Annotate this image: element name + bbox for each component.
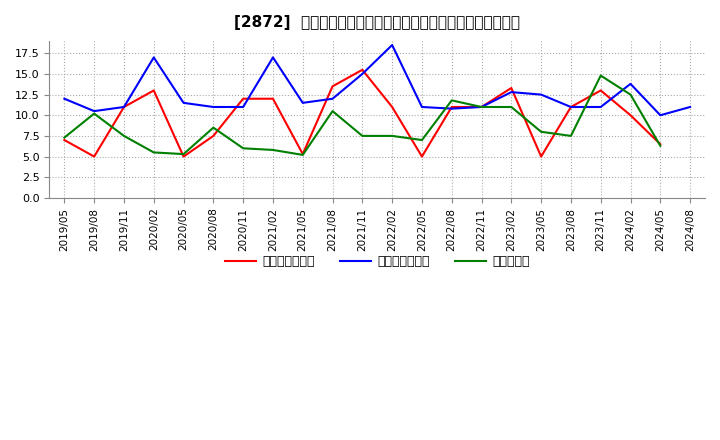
売上債権回転率 [418,154,426,159]
売上債権回転率 [120,104,128,110]
在庫回転率 [358,133,366,139]
売上債権回転率 [567,104,575,110]
売上債権回転率 [507,85,516,91]
在庫回転率 [209,125,217,130]
在庫回転率 [507,104,516,110]
買入債務回転率 [596,104,605,110]
買入債務回転率 [239,104,248,110]
売上債権回転率 [656,142,665,147]
買入債務回転率 [328,96,337,101]
買入債務回転率 [120,104,128,110]
在庫回転率 [328,109,337,114]
買入債務回転率 [388,42,397,48]
在庫回転率 [150,150,158,155]
売上債権回転率 [60,137,68,143]
在庫回転率 [179,151,188,157]
買入債務回転率 [656,113,665,118]
Line: 売上債権回転率: 売上債権回転率 [64,70,660,157]
売上債権回転率 [388,104,397,110]
買入債務回転率 [60,96,68,101]
在庫回転率 [120,133,128,139]
買入債務回転率 [150,55,158,60]
買入債務回転率 [507,89,516,95]
売上債権回転率 [150,88,158,93]
在庫回転率 [567,133,575,139]
買入債務回転率 [90,109,99,114]
在庫回転率 [656,143,665,148]
買入債務回転率 [685,104,694,110]
買入債務回転率 [179,100,188,106]
売上債権回転率 [90,154,99,159]
売上債権回転率 [269,96,277,101]
売上債権回転率 [477,104,486,110]
売上債権回転率 [239,96,248,101]
在庫回転率 [626,92,635,97]
在庫回転率 [90,111,99,116]
売上債権回転率 [626,113,635,118]
売上債権回転率 [179,154,188,159]
買入債務回転率 [418,104,426,110]
在庫回転率 [388,133,397,139]
買入債務回転率 [567,104,575,110]
Line: 在庫回転率: 在庫回転率 [64,76,660,155]
買入債務回転率 [447,106,456,111]
Legend: 売上債権回転率, 買入債務回転率, 在庫回転率: 売上債権回転率, 買入債務回転率, 在庫回転率 [220,250,535,273]
在庫回転率 [447,98,456,103]
買入債務回転率 [537,92,546,97]
売上債権回転率 [328,84,337,89]
買入債務回転率 [358,71,366,77]
在庫回転率 [239,146,248,151]
在庫回転率 [537,129,546,134]
在庫回転率 [269,147,277,153]
買入債務回転率 [209,104,217,110]
買入債務回転率 [477,104,486,110]
在庫回転率 [596,73,605,78]
在庫回転率 [298,152,307,158]
買入債務回転率 [269,55,277,60]
買入債務回転率 [626,81,635,87]
在庫回転率 [477,104,486,110]
Line: 買入債務回転率: 買入債務回転率 [64,45,690,115]
売上債権回転率 [298,151,307,157]
Title: [2872]  売上債権回転率、買入債務回転率、在庫回転率の推移: [2872] 売上債権回転率、買入債務回転率、在庫回転率の推移 [234,15,521,30]
売上債権回転率 [447,104,456,110]
在庫回転率 [60,135,68,140]
売上債権回転率 [537,154,546,159]
売上債権回転率 [358,67,366,73]
売上債権回転率 [596,88,605,93]
売上債権回転率 [209,133,217,139]
在庫回転率 [418,137,426,143]
買入債務回転率 [298,100,307,106]
